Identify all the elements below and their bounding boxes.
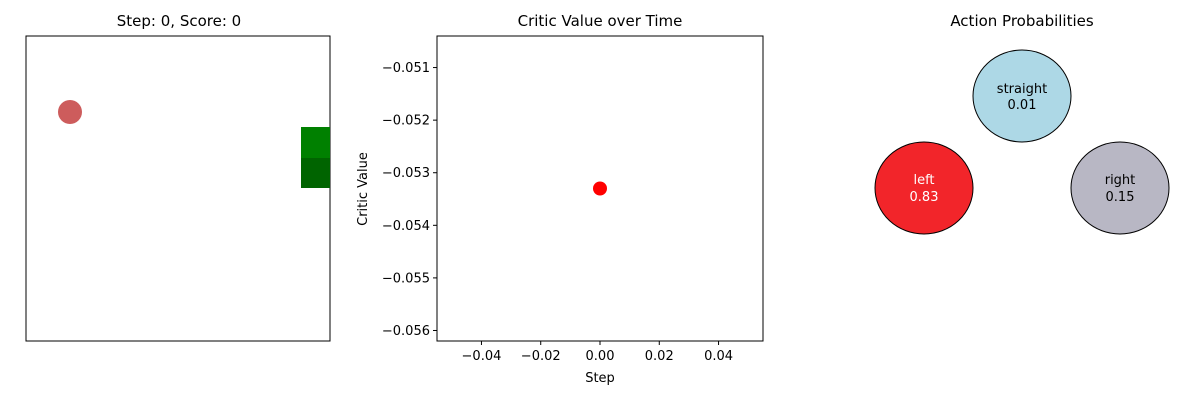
action-circle-straight [972,49,1072,143]
critic-value-point [593,181,607,196]
x-tick-label: 0.00 [586,349,615,364]
y-tick-label: −0.056 [382,324,430,339]
game-panel [25,35,331,342]
critic-chart-title: Critic Value over Time [517,12,683,30]
snake-head-segment [301,158,330,188]
action-bubble-left: left 0.83 [874,141,974,235]
action-chart: straight 0.01 left 0.83 right 0.15 [874,49,1170,235]
y-tick-label: −0.051 [382,61,430,76]
y-tick-label: −0.053 [382,166,430,181]
action-probability-straight: 0.01 [1008,98,1037,113]
action-chart-title: Action Probabilities [950,12,1094,30]
action-name-straight: straight [997,82,1047,97]
game-board [25,35,331,342]
action-bubble-straight: straight 0.01 [972,49,1072,143]
x-tick-label: 0.02 [645,349,674,364]
game-title: Step: 0, Score: 0 [116,12,242,30]
x-tick-label: −0.04 [462,349,502,364]
action-probability-right: 0.15 [1106,190,1135,205]
action-name-right: right [1105,173,1136,188]
action-circle-left [874,141,974,235]
action-circle-right [1070,141,1170,235]
snake-body-segment [301,127,330,158]
action-name-left: left [913,173,934,188]
y-tick-label: −0.055 [382,271,430,286]
critic-x-axis-label: Step [585,371,615,386]
critic-y-axis-label: Critic Value [356,152,371,226]
food-dot [58,100,82,124]
y-tick-label: −0.054 [382,219,430,234]
critic-chart: −0.04 −0.02 0.00 0.02 0.04 −0.051 −0.052 −0.053… [356,35,764,386]
action-probability-left: 0.83 [910,190,939,205]
x-tick-label: 0.04 [704,349,733,364]
x-tick-label: −0.02 [521,349,561,364]
y-tick-label: −0.052 [382,114,430,129]
action-bubble-right: right 0.15 [1070,141,1170,235]
